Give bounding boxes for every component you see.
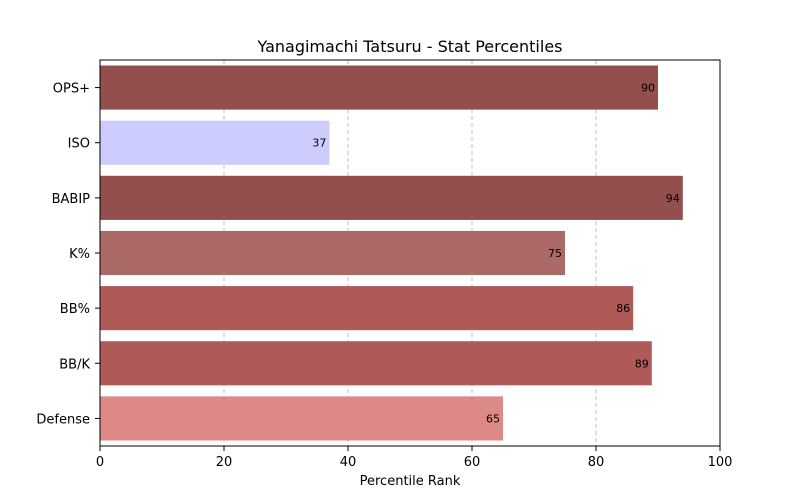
bar-bb	[100, 286, 634, 331]
y-tick-label: K%	[69, 247, 90, 262]
x-tick-label: 100	[708, 455, 733, 470]
x-axis-label: Percentile Rank	[360, 474, 461, 489]
bar-iso	[100, 120, 330, 165]
x-tick-label: 20	[216, 455, 233, 470]
y-tick-label: BB%	[60, 302, 90, 317]
bar-value-label: 75	[548, 247, 562, 260]
x-tick-label: 40	[340, 455, 357, 470]
y-ticks: OPS+ ISO BABIP K% BB% BB/K Defense	[36, 82, 100, 427]
chart-title: Yanagimachi Tatsuru - Stat Percentiles	[257, 37, 563, 56]
x-ticks: 0 20 40 60 80 100	[96, 446, 733, 470]
bar-value-label: 89	[635, 357, 649, 370]
y-tick-label: BABIP	[52, 192, 91, 207]
x-tick-label: 80	[588, 455, 605, 470]
bar-value-label: 94	[666, 192, 680, 205]
bar-value-label: 86	[616, 302, 630, 315]
bar-bb-k	[100, 341, 652, 386]
x-tick-label: 0	[96, 455, 104, 470]
y-tick-label: Defense	[36, 412, 90, 427]
bar-value-label: 37	[312, 137, 326, 150]
bar-babip	[100, 175, 683, 220]
bar-ops	[100, 65, 658, 110]
bars: 90 37 94 75 86 89 65	[100, 65, 683, 441]
bar-k	[100, 230, 565, 276]
bar-defense	[100, 396, 503, 441]
bar-value-label: 90	[641, 82, 655, 95]
bar-value-label: 65	[486, 412, 500, 425]
y-tick-label: BB/K	[59, 357, 90, 372]
y-tick-label: ISO	[68, 137, 90, 152]
x-tick-label: 60	[464, 455, 481, 470]
y-tick-label: OPS+	[53, 82, 90, 97]
